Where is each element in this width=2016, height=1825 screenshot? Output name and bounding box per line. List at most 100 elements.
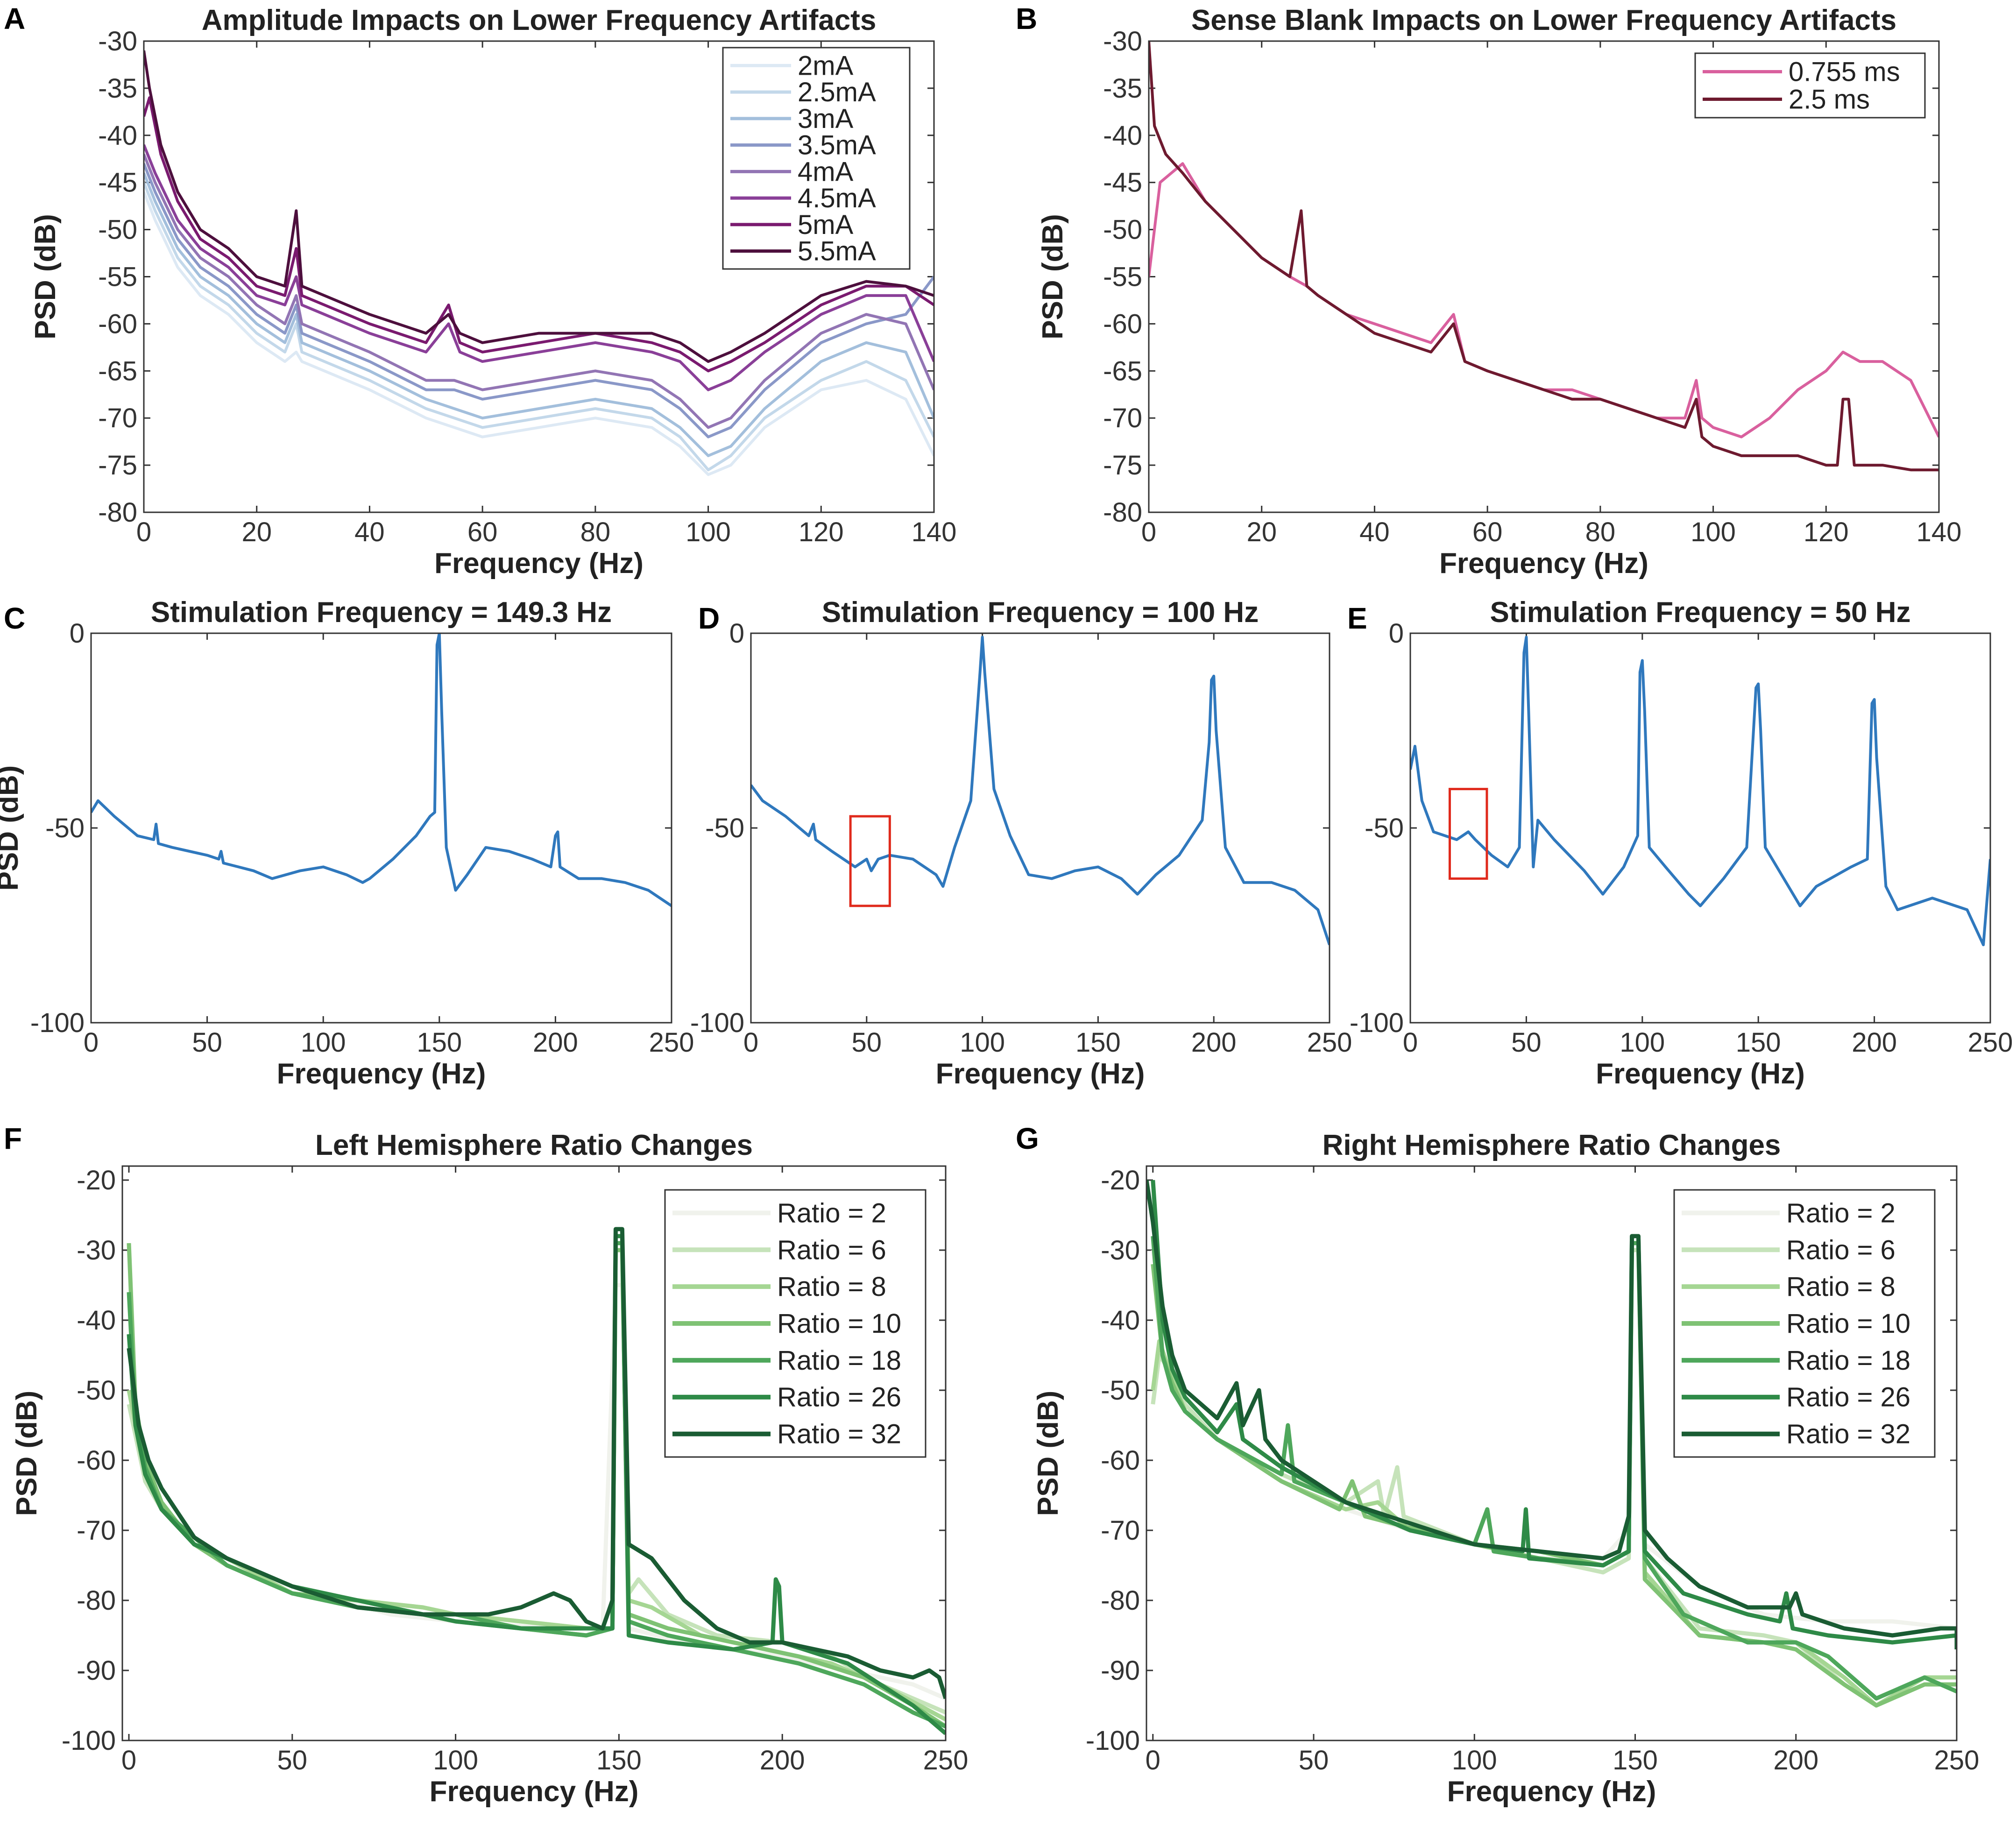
- x-tick-label: 0: [1146, 1745, 1160, 1775]
- legend-entry: Ratio = 6: [777, 1235, 886, 1265]
- y-axis-label: PSD (dB): [0, 765, 24, 891]
- series-group: [1149, 41, 1939, 472]
- series-line: [144, 163, 934, 439]
- legend-entry: 3mA: [798, 104, 854, 134]
- y-tick-label: -30: [77, 1235, 116, 1266]
- legend: Ratio = 2 Ratio = 6 Ratio = 8 Ratio = 10 Rat…: [1673, 1189, 1936, 1458]
- series-line: [144, 191, 934, 476]
- y-tick-label: -80: [98, 497, 137, 528]
- x-tick-label: 0: [136, 517, 151, 547]
- legend-entry: Ratio = 2: [1786, 1198, 1896, 1228]
- x-tick-label: 100: [1620, 1027, 1665, 1058]
- series-line: [144, 182, 934, 472]
- y-tick-label: -50: [705, 813, 744, 843]
- x-axis-label: Frequency (Hz): [277, 1058, 486, 1090]
- series-line: [1410, 636, 1990, 947]
- y-tick-label: -65: [1103, 356, 1142, 386]
- x-axis-label: Frequency (Hz): [1447, 1775, 1656, 1808]
- y-tick-label: -20: [1101, 1165, 1140, 1195]
- panel-label: G: [1016, 1122, 1039, 1155]
- series-line: [144, 50, 934, 363]
- legend-entry: 3.5mA: [798, 130, 876, 161]
- y-tick-label: -40: [77, 1305, 116, 1336]
- y-tick-label: -70: [1103, 403, 1142, 433]
- axes-frame: [121, 1165, 947, 1741]
- series-line: [127, 1227, 946, 1699]
- series-group: [1410, 636, 1990, 947]
- x-tick-label: 50: [852, 1027, 882, 1058]
- panel-b: Sense Blank Impacts on Lower Frequency A…: [1016, 2, 1961, 580]
- x-tick-label: 150: [1736, 1027, 1781, 1058]
- x-tick-label: 100: [433, 1745, 478, 1775]
- series-line: [1149, 162, 1939, 439]
- x-tick-label: 0: [1403, 1027, 1418, 1058]
- y-tick-label: -80: [77, 1585, 116, 1616]
- legend: Ratio = 2 Ratio = 6 Ratio = 8 Ratio = 10 Rat…: [664, 1189, 927, 1458]
- y-axis-label: PSD (dB): [1037, 214, 1069, 340]
- legend-box: [722, 47, 911, 270]
- legend-entry: 4mA: [798, 156, 854, 187]
- y-tick-label: -70: [98, 403, 137, 433]
- y-tick-label: -75: [1103, 450, 1142, 481]
- x-tick-label: 80: [580, 517, 611, 547]
- x-tick-label: 120: [799, 517, 844, 547]
- axes-frame: [750, 632, 1330, 1024]
- x-tick-label: 250: [923, 1745, 969, 1775]
- series-group: [1146, 1180, 1957, 1708]
- series-line: [1146, 1180, 1957, 1649]
- y-tick-label: -100: [1350, 1008, 1404, 1038]
- x-tick-label: 250: [649, 1027, 694, 1058]
- x-axis-label: Frequency (Hz): [434, 547, 644, 580]
- y-tick-label: -100: [62, 1726, 116, 1756]
- y-tick-label: 0: [1389, 618, 1404, 649]
- y-axis-label: PSD (dB): [29, 214, 62, 340]
- legend-entry: Ratio = 10: [1786, 1309, 1910, 1339]
- x-tick-label: 150: [1613, 1745, 1658, 1775]
- panel-title: Right Hemisphere Ratio Changes: [1323, 1129, 1781, 1161]
- x-tick-label: 120: [1804, 517, 1849, 547]
- legend-entry: Ratio = 32: [777, 1419, 901, 1450]
- x-tick-label: 150: [1075, 1027, 1121, 1058]
- x-axis-label: Frequency (Hz): [1439, 547, 1648, 580]
- x-tick-label: 60: [1472, 517, 1503, 547]
- x-tick-label: 200: [760, 1745, 805, 1775]
- panel-title: Left Hemisphere Ratio Changes: [315, 1129, 753, 1161]
- y-tick-label: -45: [1103, 168, 1142, 198]
- series-group: [751, 636, 1330, 946]
- panel-c: Stimulation Frequency = 149.3 Hz C 0 50 100 1…: [0, 596, 694, 1090]
- axes-frame: [90, 632, 672, 1024]
- x-tick-label: 40: [1359, 517, 1390, 547]
- series-line: [144, 154, 934, 429]
- series-line: [1149, 41, 1939, 472]
- x-tick-label: 50: [1299, 1745, 1329, 1775]
- y-tick-label: -40: [1101, 1305, 1140, 1336]
- legend-entry: Ratio = 2: [777, 1198, 886, 1228]
- y-tick-label: -70: [1101, 1515, 1140, 1546]
- y-tick-label: -40: [98, 120, 137, 151]
- x-tick-label: 250: [1968, 1027, 2013, 1058]
- y-tick-label: -30: [1103, 26, 1142, 57]
- y-tick-label: 0: [729, 618, 744, 649]
- panel-label: A: [4, 2, 25, 35]
- x-tick-label: 100: [960, 1027, 1005, 1058]
- highlight-box: [849, 815, 891, 907]
- panel-label: C: [4, 601, 25, 635]
- y-tick-label: -35: [98, 73, 137, 104]
- y-tick-label: -50: [1365, 813, 1404, 843]
- y-tick-label: -60: [98, 309, 137, 339]
- legend-entry: 0.755 ms: [1789, 57, 1900, 87]
- series-line: [127, 1234, 946, 1735]
- y-tick-label: -35: [1103, 73, 1142, 104]
- legend-entry: 2mA: [798, 50, 854, 81]
- panel-title: Stimulation Frequency = 50 Hz: [1490, 596, 1911, 629]
- panel-label: E: [1347, 601, 1367, 635]
- y-tick-label: -100: [690, 1008, 744, 1038]
- panel-title: Sense Blank Impacts on Lower Frequency A…: [1191, 4, 1896, 36]
- x-tick-label: 100: [1452, 1745, 1497, 1775]
- series-group: [91, 633, 672, 907]
- x-tick-label: 140: [1917, 517, 1962, 547]
